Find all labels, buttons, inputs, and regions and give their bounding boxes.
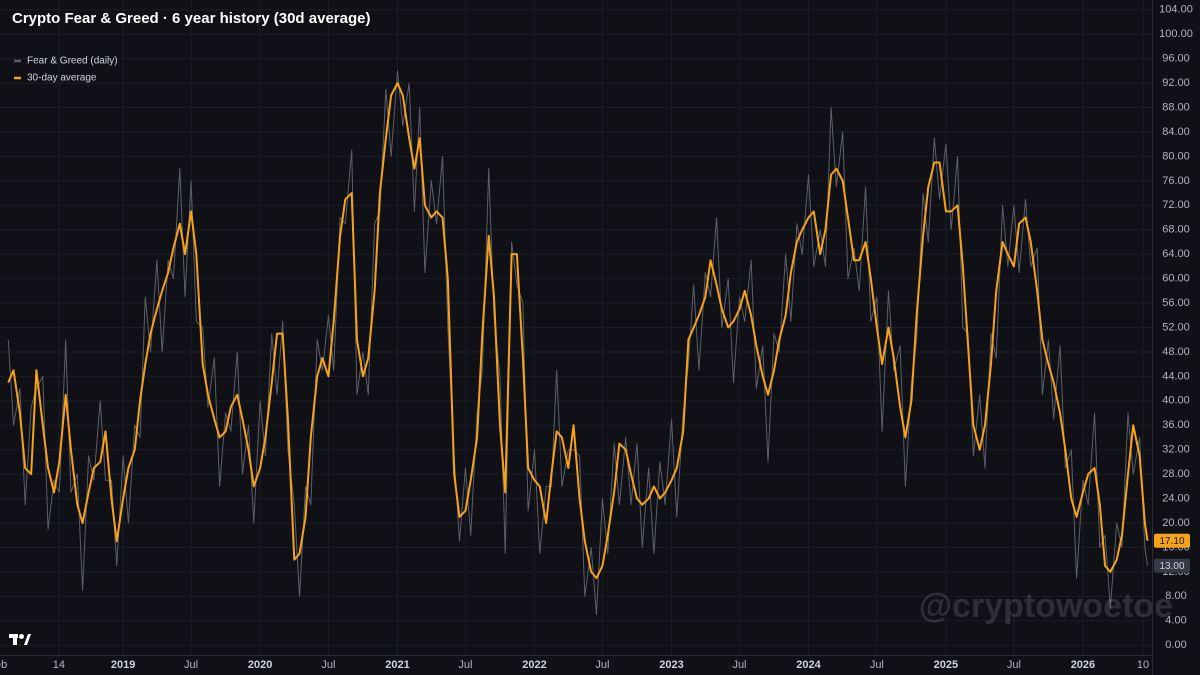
x-tick-label: 10 <box>1137 659 1149 671</box>
x-tick-label: Jul <box>184 659 198 671</box>
y-tick-label: 40.00 <box>1162 395 1190 407</box>
price-badge <box>1154 533 1190 548</box>
legend: Fear & Greed (daily) 30-day average <box>14 56 118 84</box>
watermark: @cryptowoetoe <box>919 587 1173 625</box>
x-tick-label: 2024 <box>796 659 821 671</box>
logo <box>9 634 31 645</box>
x-tick-label: 2023 <box>659 659 683 671</box>
y-tick-label: 92.00 <box>1162 77 1190 89</box>
y-tick-label: 44.00 <box>1162 370 1190 382</box>
plot <box>7 70 1149 616</box>
x-tick-label: Feb <box>0 659 7 671</box>
axes: 0.004.008.0012.0016.0020.0024.0028.0032.… <box>0 4 1193 671</box>
y-tick-label: 88.00 <box>1162 101 1190 113</box>
y-tick-label: 84.00 <box>1162 126 1190 138</box>
y-tick-label: 96.00 <box>1162 53 1190 65</box>
price-badge <box>1154 558 1190 573</box>
x-tick-label: Jul <box>595 659 609 671</box>
y-tick-label: 80.00 <box>1162 150 1190 162</box>
y-tick-label: 48.00 <box>1162 346 1190 358</box>
y-tick-label: 56.00 <box>1162 297 1190 309</box>
y-tick-label: 68.00 <box>1162 224 1190 236</box>
legend-label: 30-day average <box>27 73 97 84</box>
legend-label: Fear & Greed (daily) <box>27 56 118 67</box>
y-tick-label: 4.00 <box>1165 615 1186 627</box>
y-tick-label: 32.00 <box>1162 444 1190 456</box>
line-series <box>7 70 1148 616</box>
line-series <box>7 82 1149 580</box>
x-tick-label: Jul <box>1007 659 1021 671</box>
x-tick-label: Jul <box>870 659 884 671</box>
logo-part <box>13 634 17 645</box>
y-tick-label: 104.00 <box>1159 4 1193 16</box>
x-tick-label: Jul <box>458 659 472 671</box>
y-tick-label: 28.00 <box>1162 468 1190 480</box>
x-tick-label: 2019 <box>111 659 135 671</box>
logo-part <box>24 634 31 645</box>
x-tick-label: 2025 <box>934 659 958 671</box>
y-tick-label: 52.00 <box>1162 321 1190 333</box>
y-tick-label: 8.00 <box>1165 590 1186 602</box>
x-tick-label: Jul <box>321 659 335 671</box>
x-tick-label: 2021 <box>385 659 409 671</box>
y-tick-label: 72.00 <box>1162 199 1190 211</box>
grid <box>0 0 1152 655</box>
x-tick-label: 2022 <box>522 659 546 671</box>
y-tick-label: 100.00 <box>1159 28 1193 40</box>
logo-part <box>19 634 24 639</box>
y-tick-label: 24.00 <box>1162 492 1190 504</box>
x-tick-label: 14 <box>53 659 65 671</box>
y-tick-label: 0.00 <box>1165 639 1186 651</box>
x-tick-label: 2020 <box>248 659 272 671</box>
y-tick-label: 20.00 <box>1162 517 1190 529</box>
y-tick-label: 36.00 <box>1162 419 1190 431</box>
y-tick-label: 60.00 <box>1162 273 1190 285</box>
price-badge-label: 13.00 <box>1159 561 1184 572</box>
y-tick-label: 64.00 <box>1162 248 1190 260</box>
chart-title: Crypto Fear & Greed · 6 year history (30… <box>12 10 370 27</box>
y-tick-label: 76.00 <box>1162 175 1190 187</box>
price-badge-label: 17.10 <box>1159 536 1184 547</box>
x-tick-label: Jul <box>732 659 746 671</box>
x-tick-label: 2026 <box>1071 659 1095 671</box>
